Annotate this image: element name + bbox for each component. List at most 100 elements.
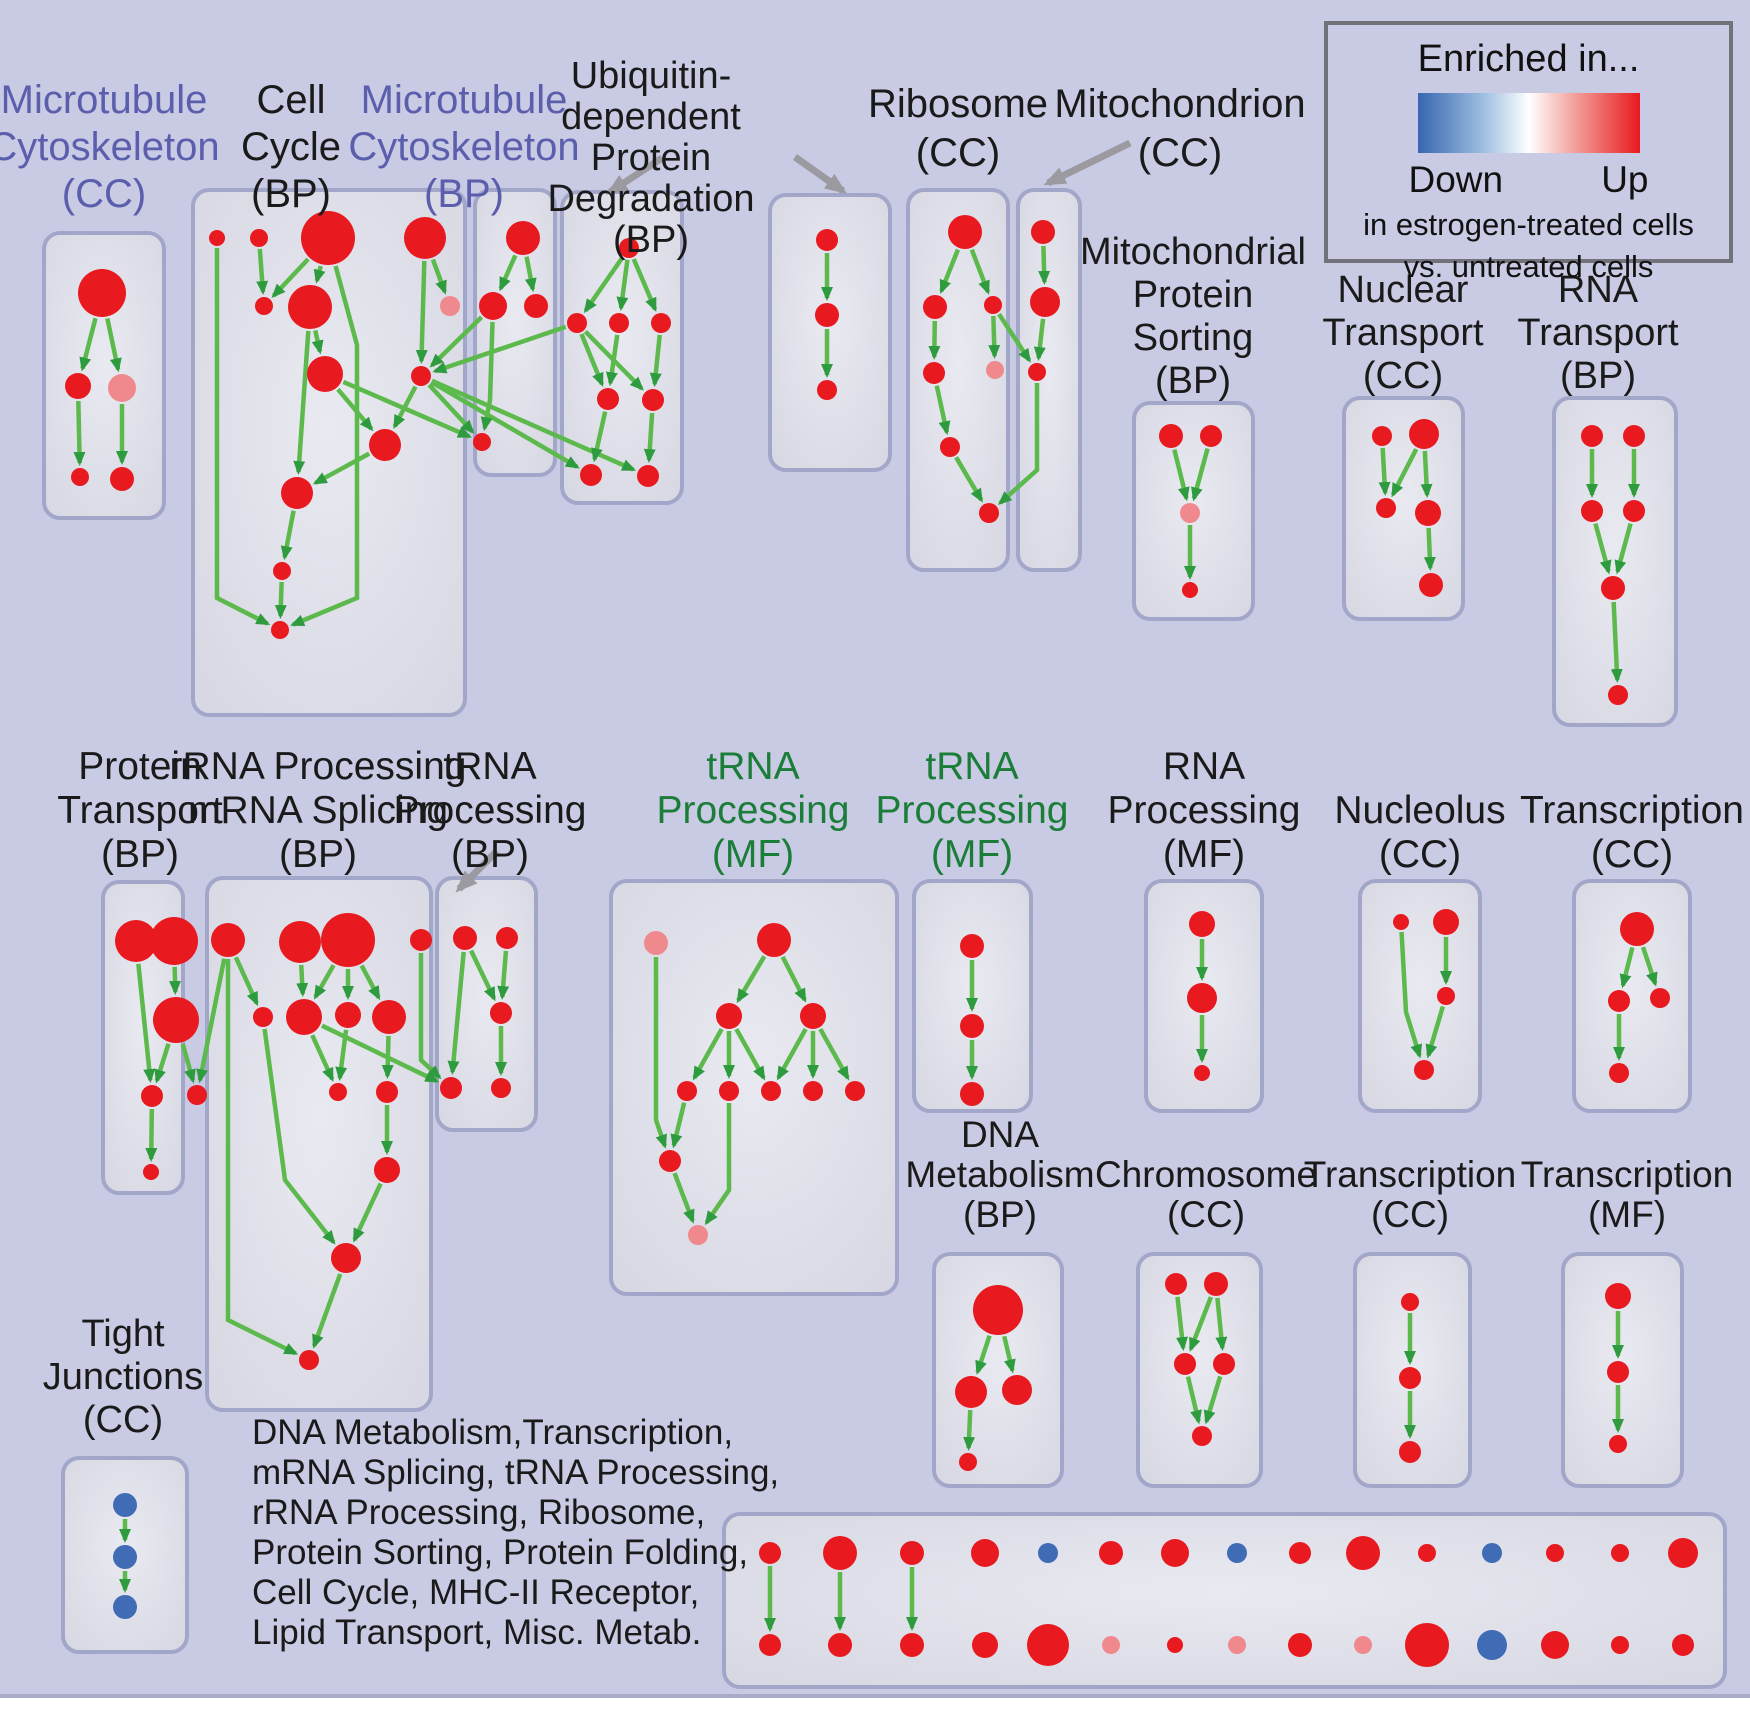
edge-s1-s3 xyxy=(1172,449,1190,502)
node-z2 xyxy=(1607,1361,1629,1383)
node-u1 xyxy=(619,238,639,258)
node-tc3 xyxy=(1650,988,1670,1008)
edge-cc4-cc9 xyxy=(415,260,428,365)
label-line: (CC) xyxy=(1362,355,1444,397)
legend-up-label: Up xyxy=(1601,159,1649,200)
edge-cc12-cc13 xyxy=(274,581,287,620)
label-line: Transport xyxy=(57,789,223,832)
node-tb4 xyxy=(440,1077,462,1099)
edge-rr1-rr5 xyxy=(233,956,259,1007)
edge-nt4-nt5 xyxy=(1423,527,1436,572)
label-line: (BP) xyxy=(279,833,357,876)
label-mitochondrion: Mitochondrion (CC) xyxy=(1054,84,1305,182)
edge-dm1-dm3 xyxy=(1002,1335,1016,1374)
node-bs5b xyxy=(1102,1636,1120,1654)
label-line: Cytoskeleton xyxy=(348,125,580,169)
node-bs0b xyxy=(759,1634,781,1656)
node-ch2 xyxy=(1204,1272,1228,1296)
node-bs5t xyxy=(1099,1541,1123,1565)
node-tc1 xyxy=(1620,912,1654,946)
label-line: (BP) xyxy=(1559,355,1636,397)
node-s3 xyxy=(1180,503,1200,523)
edge-rt4-rt5 xyxy=(1614,522,1633,575)
node-tb5 xyxy=(491,1078,511,1098)
label-line: RNA xyxy=(1162,745,1246,788)
label-line: Junctions xyxy=(42,1356,204,1398)
node-tj2 xyxy=(113,1545,137,1569)
label-ubiquitin: Ubiquitin-dependent Protein Degradation (BP… xyxy=(547,57,754,262)
node-nu2 xyxy=(1433,909,1459,935)
node-rr1 xyxy=(211,923,245,957)
node-tm9 xyxy=(845,1081,865,1101)
edge-rr6-rr9 xyxy=(310,1034,335,1082)
edge-m3-r7 xyxy=(997,383,1040,505)
edge-tm2-tm4 xyxy=(780,955,807,1003)
edge-s2-s3 xyxy=(1191,447,1210,502)
edge-tm3-tm7 xyxy=(734,1027,766,1081)
node-bs8t xyxy=(1289,1542,1311,1564)
node-s4 xyxy=(1182,582,1198,598)
node-cc5 xyxy=(255,297,273,315)
node-nu3 xyxy=(1437,987,1455,1005)
label-trna-mf-2: tRNA Processing (MF) xyxy=(876,747,1069,879)
label-line: (CC) xyxy=(61,172,147,216)
node-nt1 xyxy=(1372,426,1392,446)
label-line: DNA xyxy=(960,1114,1040,1155)
edge-cc8-mb4 xyxy=(342,379,472,439)
edge-nt2-nt3 xyxy=(1390,448,1419,498)
label-line: Nucleolus xyxy=(1334,789,1506,832)
label-line: tRNA xyxy=(925,745,1019,788)
node-u5 xyxy=(597,388,619,410)
label-line: Degradation xyxy=(547,178,755,220)
label-line: Mitochondrion xyxy=(1054,82,1306,126)
node-cc3 xyxy=(301,211,355,265)
node-tc4 xyxy=(1609,1063,1629,1083)
node-ch3 xyxy=(1174,1353,1196,1375)
label-transcription-mf: Transcription (MF) xyxy=(1521,1156,1733,1236)
label-trna-bp: tRNA Processing (BP) xyxy=(394,747,587,879)
node-cc10 xyxy=(369,429,401,461)
node-s2 xyxy=(1200,425,1222,447)
node-bs10t xyxy=(1418,1544,1436,1562)
edge-ch3-ch5 xyxy=(1185,1376,1202,1425)
edge-tm1-tm10 xyxy=(653,957,667,1149)
edge-cc6-cc11 xyxy=(293,330,311,476)
edge-mb2-cc9 xyxy=(429,315,484,368)
edge-cc3-cc6 xyxy=(313,265,326,284)
node-v1 xyxy=(816,229,838,251)
node-cc6 xyxy=(288,285,332,329)
label-line: Nuclear xyxy=(1337,269,1469,311)
pointer-arrow-to-ubiquitin-box-1 xyxy=(605,155,664,195)
node-tm6 xyxy=(719,1081,739,1101)
edge-u1-u3 xyxy=(616,259,630,312)
node-tc2 xyxy=(1608,990,1630,1012)
node-m1 xyxy=(1031,220,1055,244)
node-nt4 xyxy=(1415,500,1441,526)
label-line: Processing xyxy=(1107,789,1301,832)
label-line: Protein xyxy=(590,137,712,179)
label-line: (BP) xyxy=(251,172,331,216)
edge-cc4-cc7 xyxy=(430,258,447,295)
node-rr12 xyxy=(331,1243,361,1273)
edge-ch2-ch3 xyxy=(1188,1296,1214,1352)
edge-u4-u6 xyxy=(649,334,662,388)
node-bs14t xyxy=(1668,1538,1698,1568)
summary-line: Cell Cycle, MHC-II Receptor, xyxy=(252,1573,700,1612)
edge-rr3-rr8 xyxy=(359,964,381,1001)
label-line: Protein xyxy=(78,745,202,788)
cluster-summary-text: DNA Metabolism,Transcription, mRNA Splici… xyxy=(252,1415,779,1655)
edge-tm2-tm3 xyxy=(736,955,767,1004)
summary-line: Protein Sorting, Protein Folding, xyxy=(252,1533,749,1572)
node-rr10 xyxy=(376,1081,398,1103)
node-bs1b xyxy=(828,1633,852,1657)
nodes-layer xyxy=(65,211,1698,1667)
node-cc4 xyxy=(404,217,446,259)
node-rr11 xyxy=(374,1157,400,1183)
node-bs3t xyxy=(971,1539,999,1567)
node-t23 xyxy=(960,1082,984,1106)
label-line: Transport xyxy=(1322,312,1484,354)
node-bs6t xyxy=(1161,1539,1189,1567)
node-rt6 xyxy=(1608,685,1628,705)
edge-r1-r2 xyxy=(939,248,961,295)
